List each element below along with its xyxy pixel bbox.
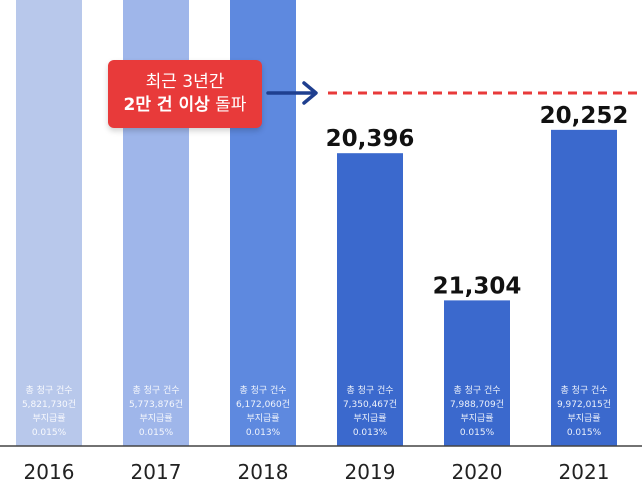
- bar-note: 0.013%: [353, 428, 388, 438]
- x-tick-label: 2021: [559, 460, 610, 484]
- bar-note: 0.015%: [460, 428, 495, 438]
- bar-2019: [337, 153, 403, 447]
- annotation-callout: 최근 3년간 2만 건 이상 돌파: [108, 60, 262, 128]
- annotation-line2: 2만 건 이상 돌파: [124, 94, 247, 117]
- bar-note: 0.015%: [567, 428, 602, 438]
- x-tick-label: 2018: [238, 460, 289, 484]
- bar-note: 부지급률: [32, 413, 65, 424]
- bar-note: 9,972,015건: [557, 399, 611, 410]
- bar-note: 부지급률: [460, 413, 493, 424]
- bar-note: 7,988,709건: [450, 399, 504, 410]
- bar-note: 5,821,730건: [22, 399, 76, 410]
- arrow-icon: [302, 81, 318, 105]
- bar-note: 총 청구 건수: [346, 385, 393, 396]
- annotation-line2-bold: 2만 건 이상: [123, 95, 210, 115]
- bar-note: 0.015%: [32, 428, 67, 438]
- bar-note: 총 청구 건수: [453, 385, 500, 396]
- bar-note: 부지급률: [567, 413, 600, 424]
- bar-note: 부지급률: [139, 413, 172, 424]
- bar-2021: [551, 129, 617, 447]
- annotation-line1: 최근 3년간: [145, 72, 225, 93]
- value-label: 20,396: [326, 126, 415, 152]
- x-tick-label: 2019: [345, 460, 396, 484]
- bar-note: 부지급률: [353, 413, 386, 424]
- bar-note: 7,350,467건: [343, 399, 397, 410]
- bar-2020: [444, 300, 510, 446]
- bar-note: 0.015%: [139, 428, 174, 438]
- x-tick-label: 2020: [452, 460, 503, 484]
- bar-note: 총 청구 건수: [132, 385, 179, 396]
- bar-note: 부지급률: [246, 413, 279, 424]
- bar-note: 총 청구 건수: [560, 385, 607, 396]
- value-label: 21,304: [433, 273, 522, 299]
- bar-note: 총 청구 건수: [239, 385, 286, 396]
- bar-note: 6,172,060건: [236, 399, 290, 410]
- bar-note: 총 청구 건수: [25, 385, 72, 396]
- bar-note: 0.013%: [246, 428, 281, 438]
- bar-note: 5,773,876건: [129, 399, 183, 410]
- bar-2016: [16, 0, 82, 446]
- x-tick-label: 2016: [24, 460, 75, 484]
- x-tick-label: 2017: [131, 460, 182, 484]
- annotation-line2-rest: 돌파: [209, 95, 247, 115]
- value-label: 20,252: [540, 103, 629, 129]
